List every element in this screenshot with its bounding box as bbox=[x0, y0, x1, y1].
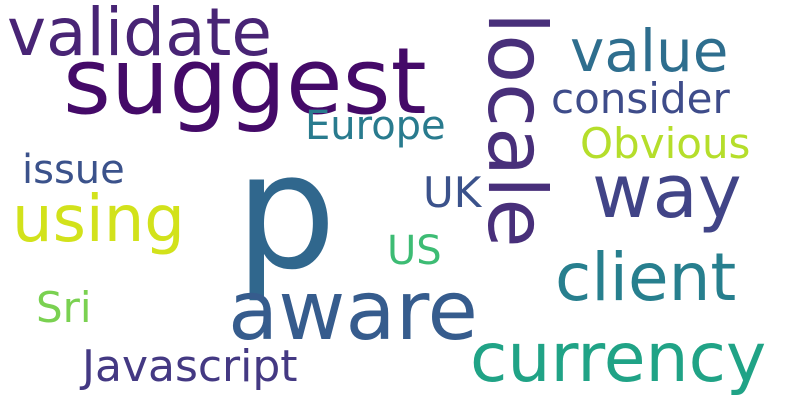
word-us: US bbox=[387, 228, 442, 274]
word-using: using bbox=[12, 183, 185, 257]
word-way: way bbox=[592, 149, 742, 235]
word-europe: Europe bbox=[305, 103, 446, 149]
word-validate: validate bbox=[7, 0, 272, 71]
word-consider: consider bbox=[551, 74, 730, 123]
word-obvious: Obvious bbox=[580, 119, 751, 168]
word-value: value bbox=[570, 17, 729, 85]
word-locale: locale bbox=[470, 12, 563, 248]
word-p: p bbox=[235, 118, 337, 305]
word-uk: UK bbox=[423, 168, 482, 217]
word-aware: aware bbox=[228, 264, 478, 359]
word-client: client bbox=[555, 239, 737, 316]
word-javascript: Javascript bbox=[82, 341, 298, 392]
word-currency: currency bbox=[470, 319, 767, 398]
word-issue: issue bbox=[22, 147, 125, 193]
word-suggest: suggest bbox=[63, 28, 427, 135]
word-sri: Sri bbox=[36, 283, 92, 332]
